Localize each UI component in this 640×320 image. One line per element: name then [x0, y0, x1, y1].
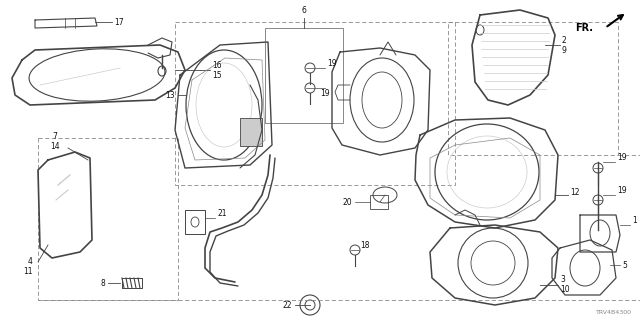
Text: 19: 19 — [617, 153, 627, 162]
Text: 2: 2 — [562, 36, 567, 44]
Bar — [370, 195, 388, 209]
Text: 19: 19 — [327, 59, 337, 68]
Bar — [265, 28, 343, 123]
Text: 6: 6 — [301, 6, 307, 15]
Text: 15: 15 — [212, 70, 221, 79]
Text: 13: 13 — [165, 91, 175, 100]
Text: TRV4B4300: TRV4B4300 — [596, 310, 632, 315]
Text: FR.: FR. — [575, 23, 593, 33]
Text: 16: 16 — [212, 60, 221, 69]
Bar — [38, 138, 178, 300]
Text: 4: 4 — [28, 258, 33, 267]
Text: 1: 1 — [632, 215, 637, 225]
Text: 21: 21 — [218, 209, 227, 218]
Bar — [240, 118, 262, 146]
Text: 14: 14 — [50, 141, 60, 150]
Text: 12: 12 — [570, 188, 579, 196]
Text: 20: 20 — [342, 197, 352, 206]
Text: 10: 10 — [560, 285, 570, 294]
Bar — [448, 22, 618, 155]
Text: 3: 3 — [560, 276, 565, 284]
Text: 19: 19 — [320, 89, 330, 98]
Text: 19: 19 — [617, 186, 627, 195]
Bar — [185, 210, 205, 234]
Text: 8: 8 — [100, 278, 105, 287]
Text: 5: 5 — [622, 260, 627, 269]
Text: 18: 18 — [360, 241, 369, 250]
Text: 9: 9 — [562, 45, 567, 54]
Text: 17: 17 — [114, 18, 124, 27]
Text: 11: 11 — [24, 268, 33, 276]
Bar — [175, 22, 455, 185]
Text: 22: 22 — [282, 300, 292, 309]
Text: 7: 7 — [52, 132, 58, 140]
